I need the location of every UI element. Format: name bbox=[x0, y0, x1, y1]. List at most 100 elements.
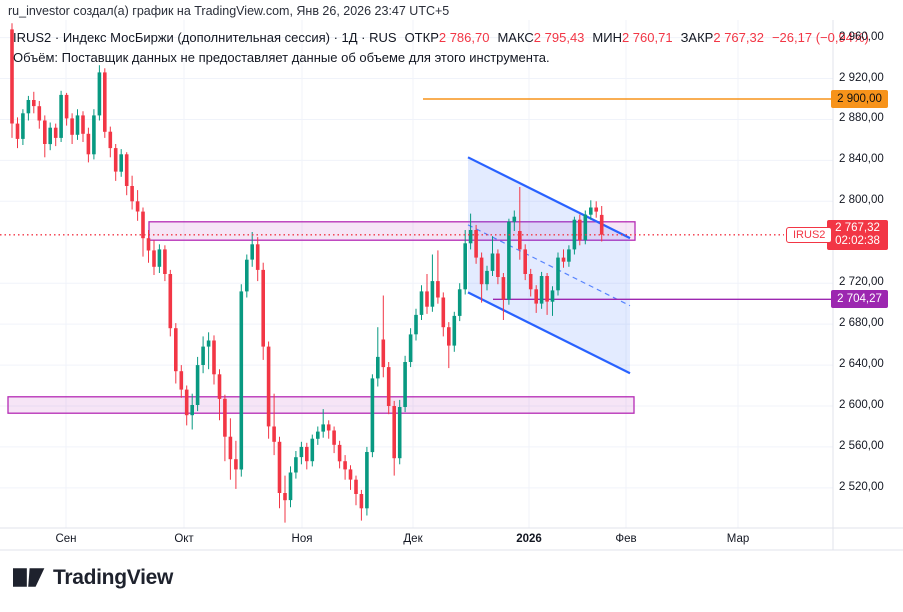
candle bbox=[321, 409, 325, 438]
price-tick-label: 2 720,00 bbox=[839, 276, 884, 289]
tradingview-logo[interactable]: TradingView bbox=[13, 566, 173, 590]
price-tick-label: 2 560,00 bbox=[839, 439, 884, 452]
candle bbox=[436, 250, 440, 304]
ohlc-label: ЗАКР bbox=[680, 30, 714, 45]
candle bbox=[26, 95, 31, 121]
candle bbox=[299, 441, 304, 465]
ohlc-label: ОТКР bbox=[404, 30, 439, 45]
hline-2900-badge[interactable]: 2 900,00 bbox=[831, 90, 888, 108]
candle bbox=[474, 224, 478, 264]
candle bbox=[425, 274, 429, 314]
candle bbox=[501, 273, 506, 320]
attribution-text: ru_investor создал(а) график на TradingV… bbox=[8, 4, 450, 18]
candle bbox=[130, 175, 134, 210]
candle bbox=[37, 101, 42, 129]
candle bbox=[43, 115, 47, 158]
symbol-title[interactable]: IRUS2 · Индекс МосБиржи (дополнительная … bbox=[13, 30, 397, 45]
candle bbox=[92, 109, 96, 160]
candle bbox=[174, 323, 178, 384]
candle bbox=[457, 283, 462, 322]
candle bbox=[75, 109, 80, 140]
candle bbox=[124, 152, 129, 196]
channel-bottom-line[interactable] bbox=[467, 291, 631, 375]
candle bbox=[223, 394, 227, 462]
candle bbox=[337, 440, 342, 469]
candle bbox=[507, 218, 511, 305]
candle bbox=[152, 240, 156, 275]
price-tick-label: 2 920,00 bbox=[839, 71, 884, 84]
candle bbox=[157, 244, 162, 273]
support-zone[interactable] bbox=[7, 396, 635, 414]
candle bbox=[370, 374, 375, 458]
candle bbox=[97, 65, 102, 121]
candle bbox=[239, 284, 244, 477]
candle bbox=[539, 271, 544, 309]
candle bbox=[381, 295, 386, 378]
time-tick-label: Дек bbox=[403, 533, 423, 545]
candle bbox=[245, 254, 249, 298]
candle bbox=[550, 286, 555, 316]
candle bbox=[496, 249, 500, 285]
candle bbox=[589, 200, 593, 220]
tradingview-logo-text: TradingView bbox=[53, 566, 174, 589]
time-tick-label: Сен bbox=[55, 533, 77, 545]
candle bbox=[86, 127, 91, 163]
candle bbox=[32, 91, 36, 114]
candle bbox=[53, 123, 58, 147]
candle bbox=[113, 144, 118, 181]
ohlc-value: 2 760,71 bbox=[621, 30, 673, 45]
price-tick-label: 2 640,00 bbox=[839, 358, 884, 371]
candle bbox=[354, 475, 358, 506]
price-line-symbol-label: IRUS2 bbox=[786, 226, 833, 243]
candle bbox=[272, 393, 276, 456]
candle bbox=[255, 237, 260, 282]
candle bbox=[523, 244, 527, 281]
candle bbox=[386, 362, 391, 415]
candle bbox=[534, 285, 538, 313]
candle bbox=[463, 230, 467, 295]
time-tick-label: Ноя bbox=[291, 533, 313, 545]
time-tick-label: Фев bbox=[615, 533, 637, 545]
candle bbox=[376, 327, 380, 387]
candle bbox=[561, 249, 566, 268]
candle bbox=[452, 311, 457, 352]
candle bbox=[288, 466, 293, 508]
last-price-value: 2 767,32 bbox=[835, 221, 880, 234]
ohlc-values: ОТКР2 786,70 МАКС2 795,43 МИН2 760,71 ЗАКР2… bbox=[397, 29, 764, 46]
candle bbox=[266, 341, 271, 439]
candle bbox=[343, 455, 347, 480]
candle bbox=[485, 265, 489, 291]
hray-2704-badge[interactable]: 2 704,27 bbox=[831, 290, 888, 309]
ohlc-value: 2 767,32 bbox=[713, 30, 764, 45]
channel-middle-line[interactable] bbox=[467, 224, 631, 307]
candle bbox=[70, 113, 74, 144]
candle bbox=[201, 336, 205, 374]
candle bbox=[59, 90, 63, 142]
last-price-badge: 2 767,32 02:02:38 bbox=[827, 219, 888, 250]
candle bbox=[348, 465, 353, 490]
candle bbox=[15, 117, 20, 149]
candle bbox=[168, 269, 173, 337]
candle bbox=[108, 126, 113, 158]
price-tick-label: 2 960,00 bbox=[839, 30, 884, 43]
ohlc-label: МАКС bbox=[497, 30, 534, 45]
candle bbox=[578, 214, 582, 246]
candle bbox=[81, 111, 85, 142]
candle bbox=[48, 122, 52, 151]
candle bbox=[326, 420, 331, 439]
change-value: −26,17 (−0,94%) bbox=[771, 30, 869, 45]
candle bbox=[294, 451, 298, 479]
candle bbox=[419, 285, 424, 320]
candle bbox=[414, 308, 418, 341]
candle bbox=[64, 92, 69, 126]
candle bbox=[359, 489, 364, 521]
price-tick-label: 2 520,00 bbox=[839, 480, 884, 493]
candle bbox=[141, 207, 145, 257]
candle bbox=[441, 292, 446, 337]
candles-layer bbox=[10, 23, 604, 523]
candle bbox=[103, 68, 107, 138]
time-tick-label: 2026 bbox=[516, 533, 542, 545]
candle bbox=[490, 236, 495, 276]
